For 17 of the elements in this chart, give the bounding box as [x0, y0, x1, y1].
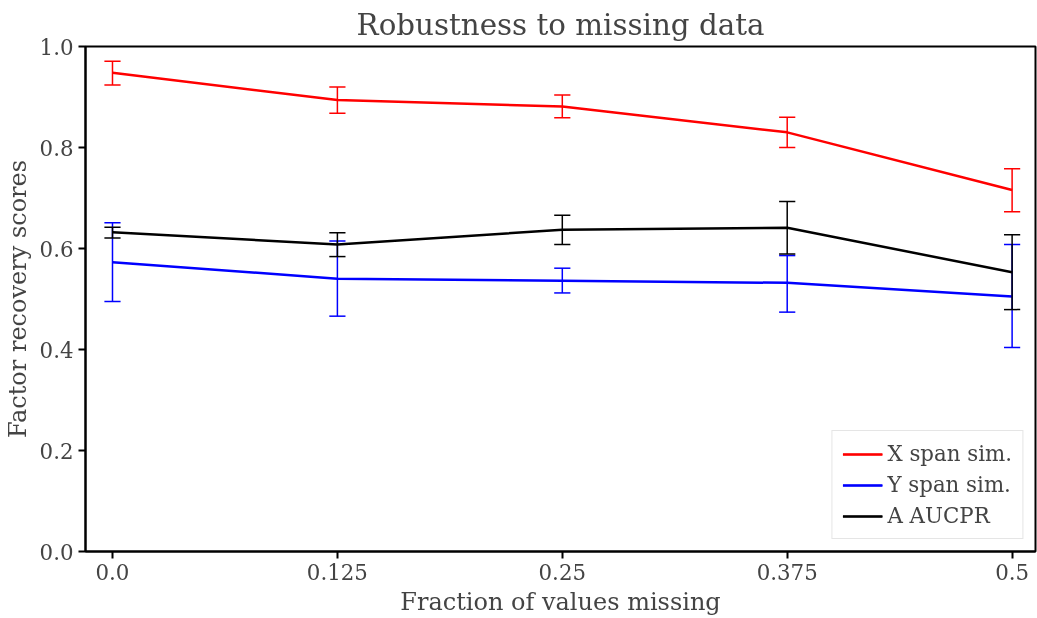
y-tick-label: 1.0 [39, 34, 74, 60]
legend-label: Y span sim. [887, 472, 1011, 497]
x-tick-label: 0.375 [756, 559, 818, 585]
y-axis-title: Factor recovery scores [3, 159, 32, 439]
x-tick-label: 0.5 [995, 559, 1030, 585]
chart-title: Robustness to missing data [356, 7, 765, 42]
x-axis-title: Fraction of values missing [400, 587, 721, 616]
y-tick-label: 0.4 [39, 337, 74, 363]
x-tick-label: 0.125 [306, 559, 368, 585]
y-tick-label: 0.8 [39, 135, 74, 161]
x-tick-label: 0.25 [538, 559, 587, 585]
legend-label: A AUCPR [887, 503, 990, 528]
legend-label: X span sim. [887, 441, 1012, 466]
y-tick-label: 0.6 [39, 236, 74, 262]
y-tick-label: 0.0 [39, 539, 74, 565]
x-tick-label: 0.0 [95, 559, 130, 585]
y-tick-label: 0.2 [39, 438, 74, 464]
